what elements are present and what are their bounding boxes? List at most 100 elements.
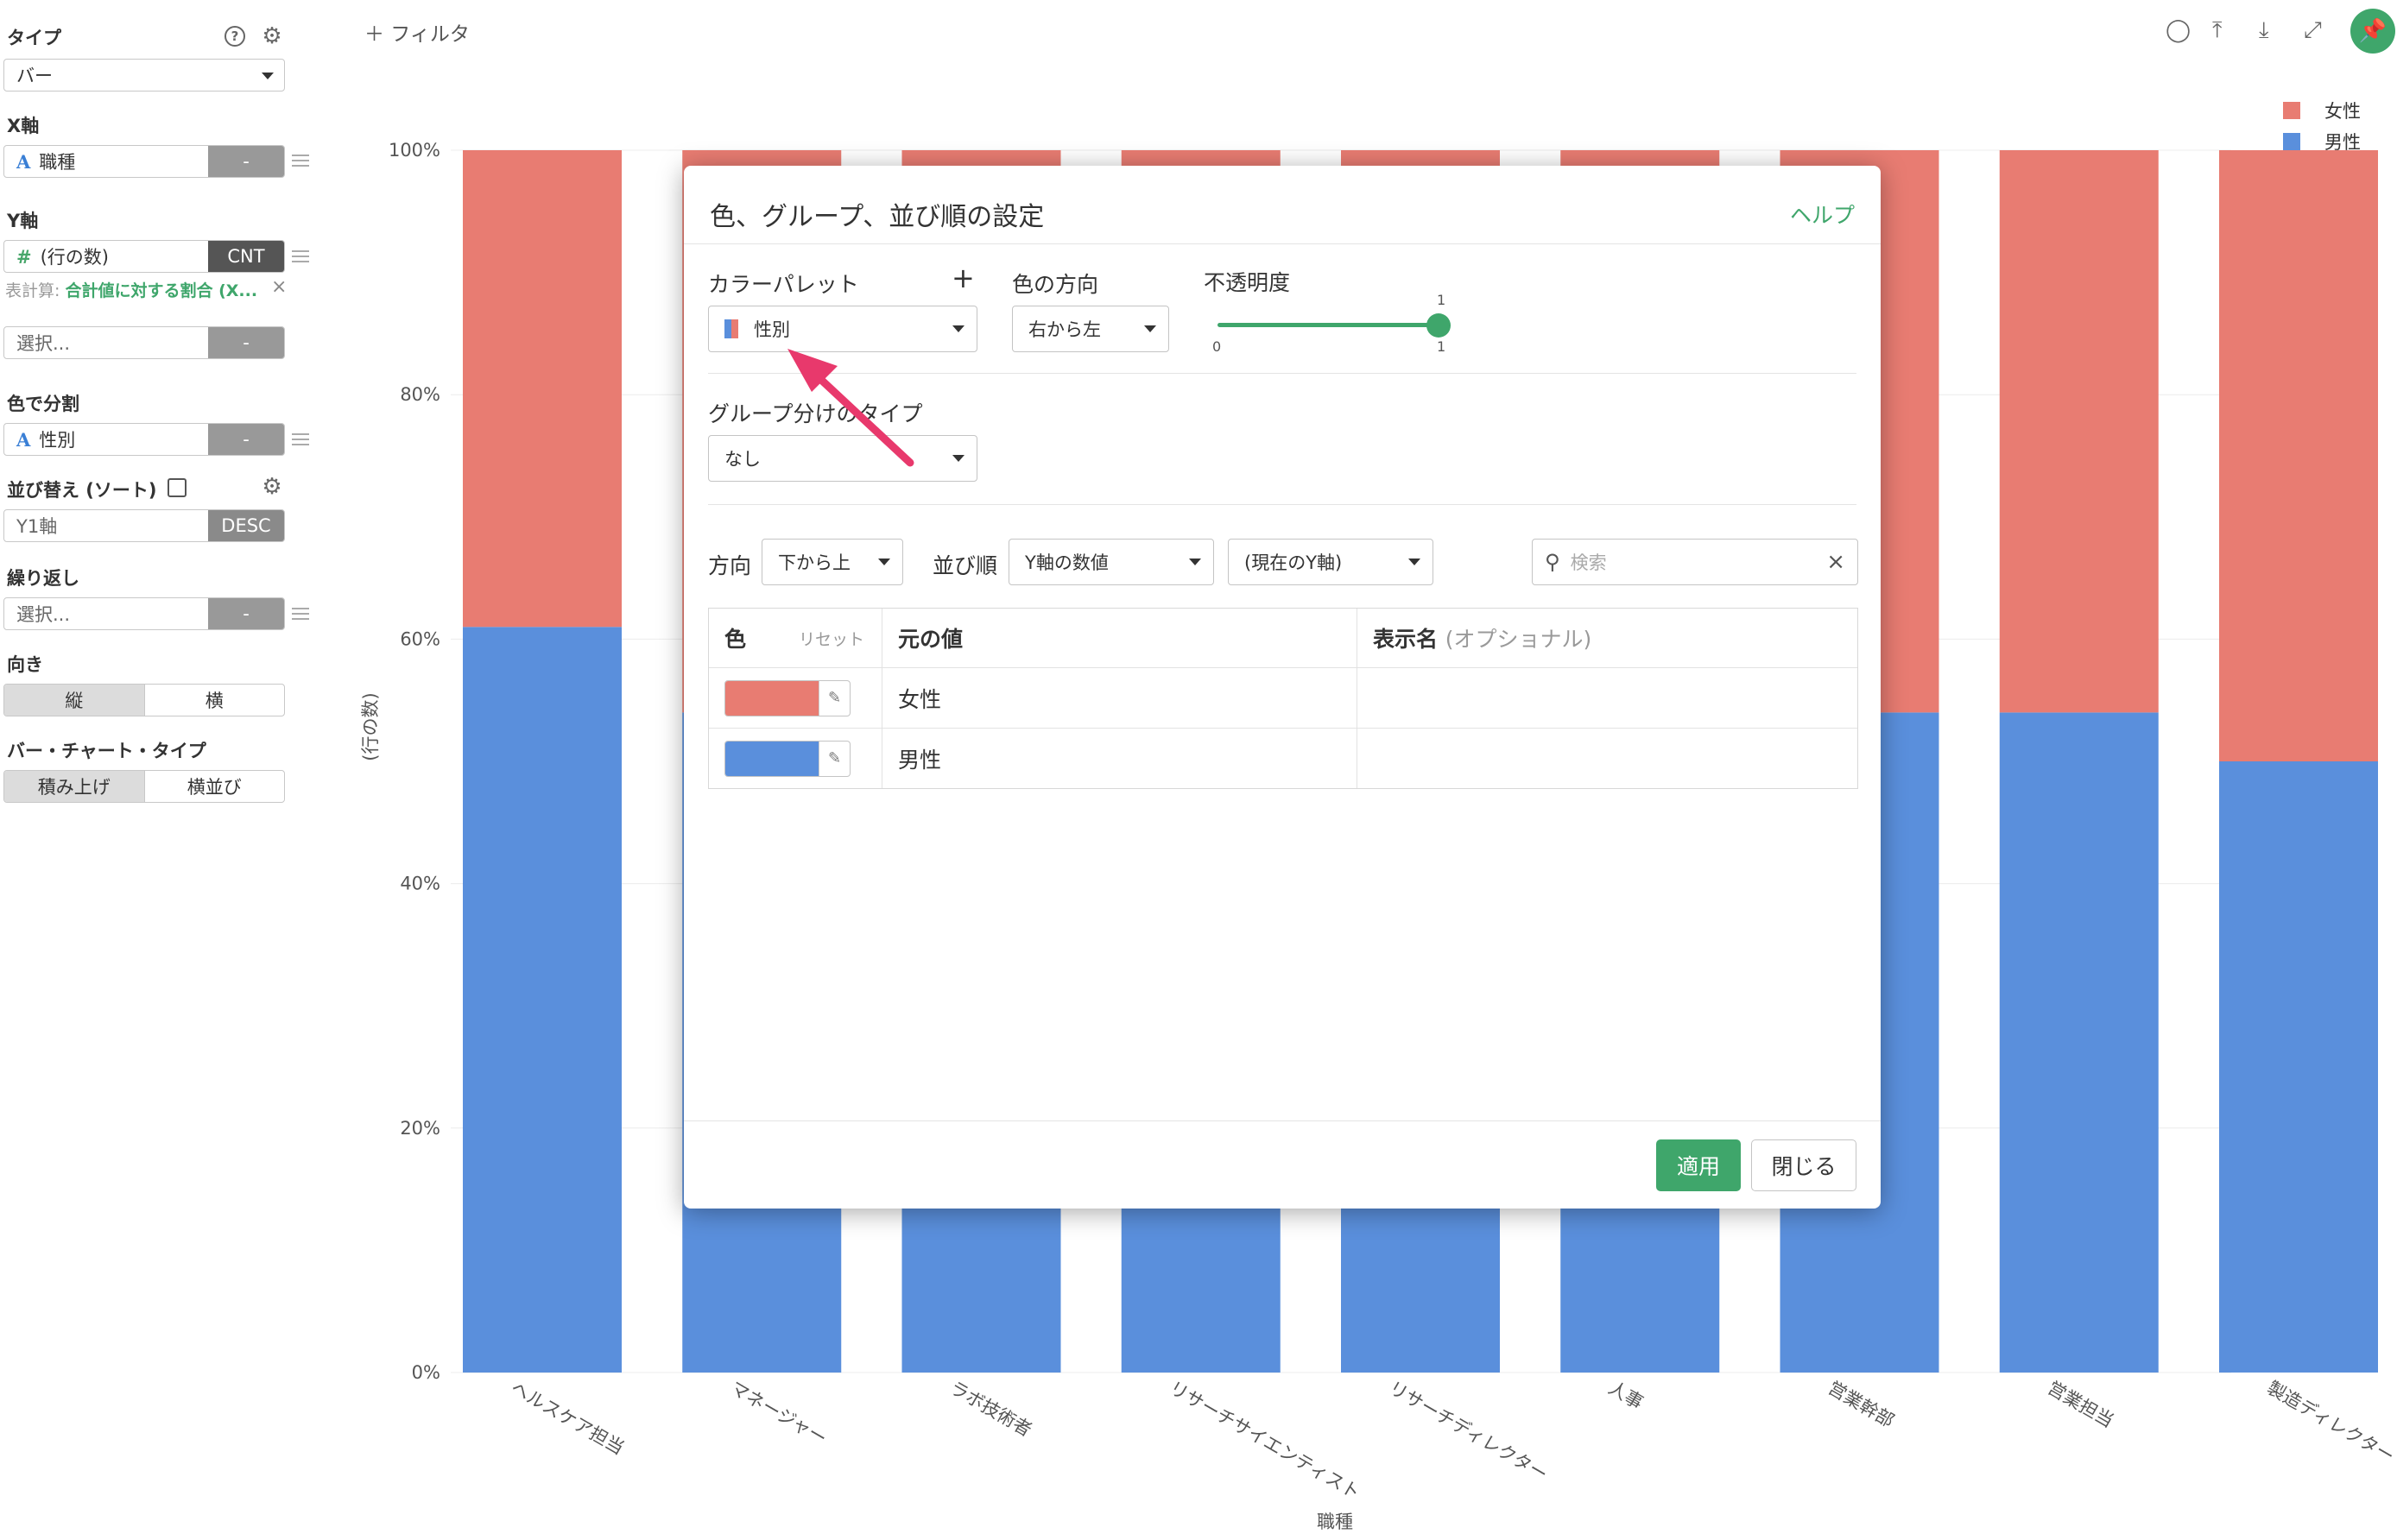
legend-item-male[interactable]: 男性 — [2283, 126, 2361, 157]
add-palette-icon[interactable]: + — [952, 262, 975, 294]
direction-select[interactable]: 下から上 — [762, 539, 903, 585]
order-axis-select[interactable]: (現在のY軸) — [1228, 539, 1433, 585]
col-display-optional: (オプショナル) — [1445, 627, 1592, 652]
opacity-slider-handle[interactable] — [1426, 313, 1451, 338]
palette-label: カラーパレット — [708, 272, 859, 297]
y-axis-field[interactable]: # (行の数) CNT — [3, 240, 285, 273]
chevron-down-icon — [1144, 325, 1156, 332]
chevron-down-icon — [1408, 559, 1420, 565]
clear-search-icon[interactable]: × — [1826, 549, 1845, 575]
table-row: ✎ 男性 — [709, 728, 1857, 788]
table-calc-info[interactable]: 表計算: 合計値に対する割合 (X... — [5, 278, 257, 301]
color-swatch — [725, 741, 819, 776]
col-original-header: 元の値 — [882, 609, 1357, 667]
value-search-box[interactable]: ⚲ 検索 × — [1532, 539, 1858, 585]
upload-icon[interactable]: ⤒ — [2212, 17, 2223, 43]
palette-swatch-icon — [724, 319, 738, 338]
color-cell: ✎ — [709, 668, 882, 728]
table-header: 色 リセット 元の値 表示名 (オプショナル) — [709, 609, 1857, 667]
color-field[interactable]: A 性別 - — [3, 423, 285, 456]
group-type-select[interactable]: なし — [708, 435, 977, 482]
eyedropper-icon[interactable]: ✎ — [819, 680, 850, 716]
sort-field[interactable]: Y1軸 DESC — [3, 509, 285, 542]
bar-type-side-by-side[interactable]: 横並び — [143, 771, 285, 802]
x-tick-label: リサーチディレクター — [1386, 1378, 1552, 1486]
orientation-horizontal[interactable]: 横 — [143, 685, 285, 716]
x-axis-menu-icon[interactable] — [292, 155, 309, 167]
gear-icon[interactable]: ⚙ — [262, 23, 282, 49]
color-agg-button[interactable]: - — [208, 424, 284, 455]
display-name-cell[interactable] — [1357, 668, 1857, 728]
orientation-vertical[interactable]: 縦 — [4, 685, 144, 716]
repeat-menu-icon[interactable] — [292, 608, 309, 620]
eyedropper-icon[interactable]: ✎ — [819, 741, 850, 776]
legend-label-male: 男性 — [2324, 132, 2361, 153]
bar-type-label: バー・チャート・タイプ — [7, 741, 206, 761]
sort-direction-button[interactable]: DESC — [208, 510, 284, 541]
legend-swatch-female — [2283, 102, 2300, 119]
palette-select[interactable]: 性別 — [708, 306, 977, 352]
y-axis-agg-button[interactable]: CNT — [208, 241, 284, 272]
reset-colors-link[interactable]: リセット — [798, 629, 864, 649]
bar-segment[interactable] — [463, 150, 622, 628]
color-direction-label: 色の方向 — [1012, 272, 1099, 297]
help-link[interactable]: ヘルプ — [1789, 203, 1855, 228]
chevron-down-icon — [952, 325, 964, 332]
pin-icon[interactable]: 📌 — [2350, 9, 2395, 54]
opacity-min-label: 0 — [1212, 338, 1222, 355]
table-calc-prefix: 表計算: — [5, 281, 60, 300]
y2-agg-button[interactable]: - — [208, 327, 284, 358]
divider — [684, 1120, 1881, 1121]
x-axis-agg-button[interactable]: - — [208, 146, 284, 177]
apply-button[interactable]: 適用 — [1656, 1139, 1741, 1191]
color-direction-select[interactable]: 右から左 — [1012, 306, 1169, 352]
sort-label: 並び替え (ソート) — [7, 480, 157, 501]
comment-icon[interactable]: ◯ — [2166, 17, 2191, 43]
opacity-label: 不透明度 — [1204, 270, 1291, 295]
bar-type-stacked[interactable]: 積み上げ — [4, 771, 144, 802]
x-axis-field[interactable]: A 職種 - — [3, 145, 285, 178]
bar-segment[interactable] — [2219, 150, 2378, 761]
add-filter-button[interactable]: ＋ フィルタ — [364, 23, 470, 46]
x-tick-label: ヘルスケア担当 — [508, 1378, 628, 1459]
col-color-header: 色 リセット — [709, 609, 882, 667]
bar-segment[interactable] — [1999, 712, 2159, 1373]
color-direction-value: 右から左 — [1028, 319, 1101, 340]
x-axis-title: 職種 — [1317, 1512, 1353, 1532]
chart-legend: 女性 男性 — [2283, 95, 2361, 157]
bar-segment[interactable] — [2219, 761, 2378, 1373]
y-axis-menu-icon[interactable] — [292, 250, 309, 262]
expand-icon[interactable]: ⤢ — [2304, 17, 2322, 43]
orientation-toggle: 縦 横 — [3, 684, 285, 716]
sort-checkbox[interactable] — [168, 478, 187, 497]
y2-field[interactable]: 選択... - — [3, 326, 285, 359]
color-picker-female[interactable]: ✎ — [724, 679, 851, 716]
color-picker-male[interactable]: ✎ — [724, 740, 851, 777]
chart-type-select[interactable]: バー — [3, 59, 285, 92]
color-menu-icon[interactable] — [292, 433, 309, 445]
repeat-agg-button[interactable]: - — [208, 598, 284, 629]
x-tick-label: 営業幹部 — [1825, 1378, 1898, 1432]
color-split-label: 色で分割 — [7, 394, 79, 414]
x-axis-field-name: 職種 — [39, 152, 76, 173]
repeat-label: 繰り返し — [7, 568, 79, 589]
sort-gear-icon[interactable]: ⚙ — [262, 474, 282, 500]
display-name-cell[interactable] — [1357, 729, 1857, 788]
bar-segment[interactable] — [1999, 150, 2159, 713]
close-button[interactable]: 閉じる — [1751, 1139, 1856, 1191]
legend-item-female[interactable]: 女性 — [2283, 95, 2361, 126]
y-tick-label: 40% — [400, 874, 440, 894]
download-icon[interactable]: ⤓ — [2259, 17, 2269, 43]
opacity-slider-track[interactable] — [1217, 323, 1444, 327]
repeat-field[interactable]: 選択... - — [3, 597, 285, 630]
help-icon[interactable]: ? — [225, 26, 245, 47]
order-select[interactable]: Y軸の数値 — [1009, 539, 1214, 585]
x-tick-label: 人事 — [1605, 1378, 1647, 1414]
search-input[interactable]: 検索 — [1570, 552, 1607, 573]
x-tick-label: 製造ディレクター — [2264, 1378, 2397, 1467]
table-calc-close-icon[interactable]: × — [271, 276, 288, 298]
type-label: タイプ — [7, 28, 61, 48]
bar-segment[interactable] — [463, 627, 622, 1373]
direction-label: 方向 — [708, 553, 752, 578]
color-cell: ✎ — [709, 729, 882, 788]
